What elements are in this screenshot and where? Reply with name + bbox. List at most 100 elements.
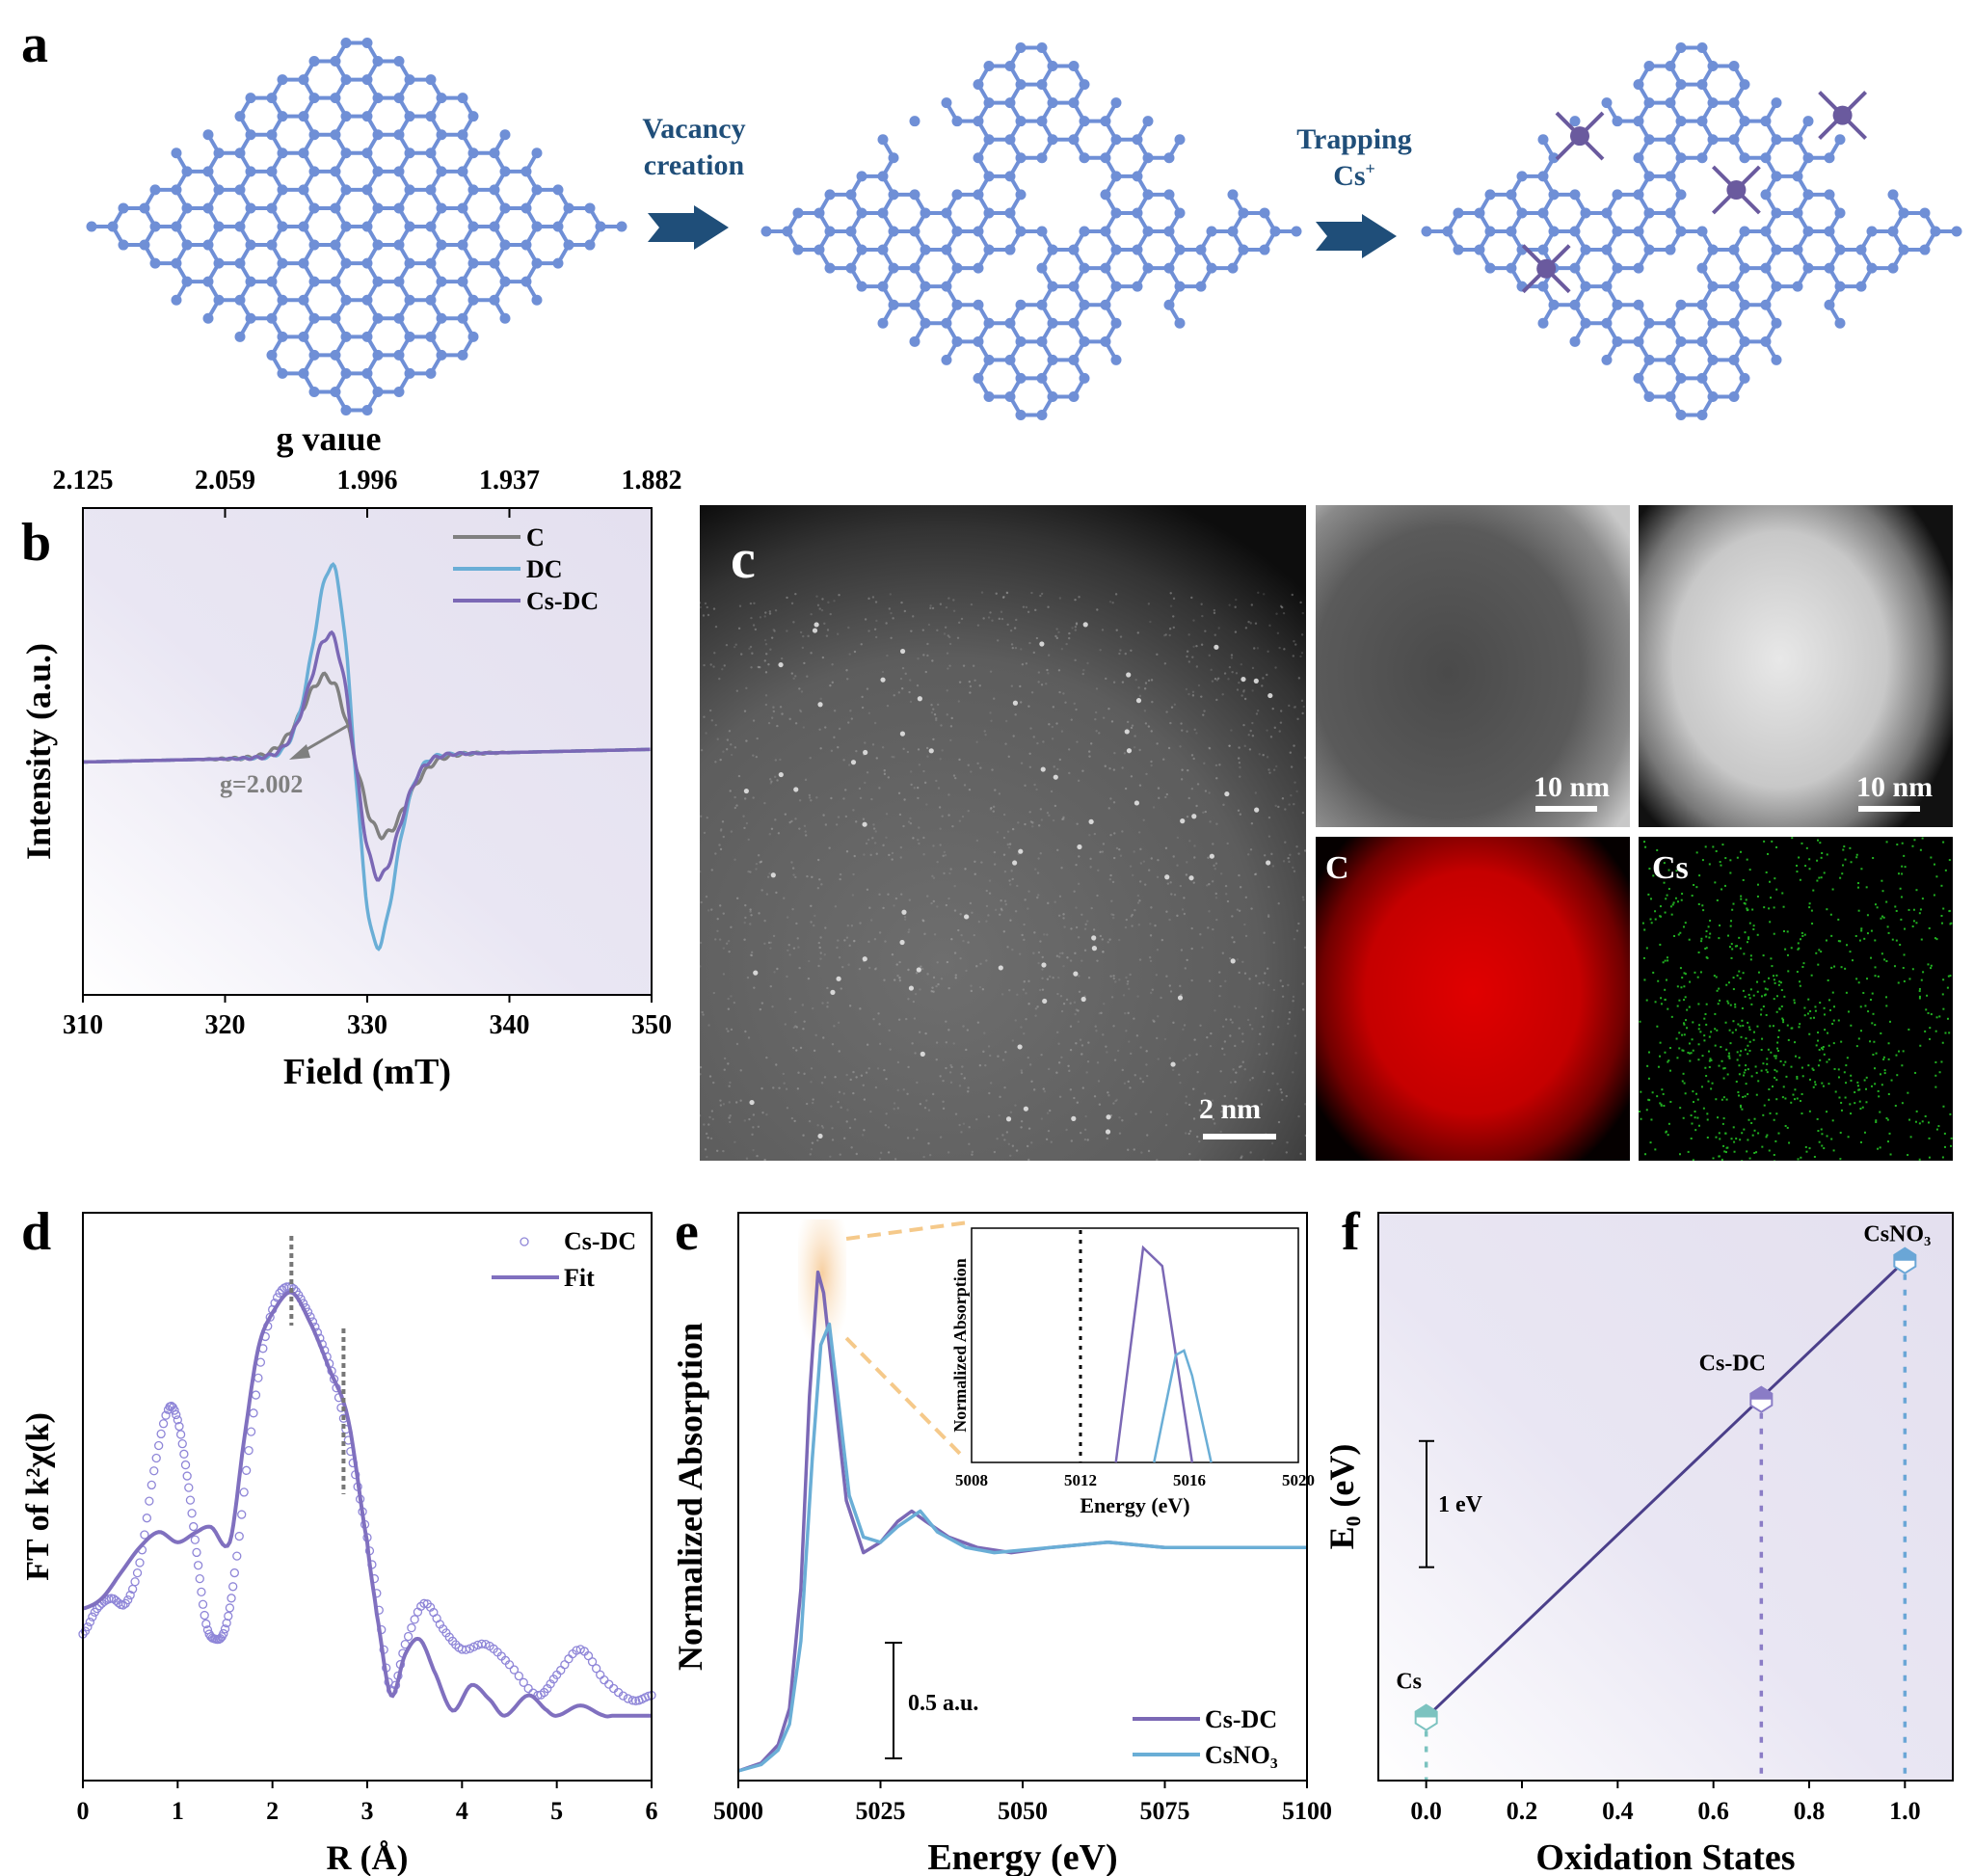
noise-dot — [1180, 722, 1183, 725]
carbon-atom — [1696, 372, 1708, 384]
carbon-atom — [1227, 226, 1239, 237]
noise-dot — [751, 652, 754, 655]
noise-dot — [817, 964, 820, 968]
cs-signal-dot — [1760, 995, 1763, 998]
noise-dot — [1240, 1064, 1242, 1068]
noise-dot — [1250, 822, 1254, 825]
cs-signal-dot — [1709, 920, 1712, 923]
noise-dot — [1188, 1054, 1191, 1057]
cs-signal-dot — [1801, 931, 1803, 934]
cs-signal-dot — [1840, 1109, 1843, 1112]
carbon-atom — [425, 111, 437, 122]
data-point — [519, 1677, 528, 1687]
noise-dot — [1109, 873, 1112, 877]
carbon-atom — [308, 276, 320, 287]
noise-dot — [773, 971, 776, 974]
cs-signal-dot — [1752, 925, 1755, 927]
carbon-atom — [1100, 299, 1111, 310]
single-atom-dot — [1254, 807, 1260, 813]
noise-dot — [803, 824, 807, 828]
carbon-atom — [499, 202, 511, 214]
noise-dot — [947, 634, 949, 637]
noise-dot — [755, 755, 759, 759]
noise-dot — [1187, 1103, 1191, 1107]
cs-signal-dot — [1710, 1087, 1713, 1090]
top-tick-label: 2.125 — [53, 466, 114, 496]
noise-dot — [1257, 591, 1260, 594]
noise-dot — [1259, 1032, 1262, 1035]
noise-dot — [798, 687, 801, 690]
cs-signal-dot — [1871, 992, 1874, 995]
noise-dot — [1244, 627, 1248, 630]
carbon-atom — [856, 281, 867, 292]
carbon-atom — [1015, 226, 1027, 237]
cs-signal-dot — [1811, 923, 1814, 925]
noise-dot — [936, 629, 939, 632]
cs-signal-dot — [1678, 1153, 1681, 1156]
noise-dot — [1077, 1020, 1080, 1024]
top-tick-label: 1.996 — [337, 466, 398, 496]
carbon-atom — [983, 317, 995, 329]
noise-dot — [785, 1087, 788, 1090]
carbon-atom — [298, 184, 309, 196]
cs-signal-dot — [1669, 905, 1672, 908]
carbon-atom — [457, 202, 468, 214]
noise-dot — [1130, 649, 1133, 652]
noise-dot — [1062, 692, 1065, 695]
noise-dot — [810, 612, 813, 616]
carbon-atom — [1015, 79, 1027, 91]
noise-dot — [707, 1123, 710, 1126]
cs-signal-dot — [1924, 1114, 1927, 1117]
noise-dot — [763, 659, 766, 662]
noise-dot — [962, 1122, 966, 1125]
noise-dot — [1110, 913, 1113, 916]
carbon-atom — [1036, 335, 1048, 347]
noise-dot — [1070, 927, 1073, 930]
carbon-atom — [266, 312, 278, 324]
noise-dot — [1274, 804, 1277, 808]
legend-label: Fit — [564, 1264, 595, 1292]
noise-dot — [877, 1012, 880, 1015]
noise-dot — [967, 764, 970, 766]
carbon-atom — [308, 93, 320, 104]
noise-dot — [998, 792, 1001, 795]
data-point — [600, 1675, 609, 1685]
noise-dot — [1192, 1117, 1196, 1120]
noise-dot — [1229, 1018, 1233, 1021]
data-point — [587, 1657, 598, 1667]
cs-signal-dot — [1857, 882, 1860, 885]
carbon-atom — [1580, 281, 1591, 292]
carbon-atom — [1834, 134, 1846, 146]
cs-signal-dot — [1738, 936, 1741, 939]
noise-dot — [797, 1071, 800, 1074]
noise-dot — [1041, 988, 1045, 991]
noise-dot — [1078, 975, 1080, 978]
noise-dot — [1002, 813, 1006, 817]
single-atom-dot — [1164, 874, 1170, 880]
cs-signal-dot — [1946, 986, 1949, 989]
single-atom-dot — [1191, 814, 1197, 819]
cs-signal-dot — [1772, 975, 1774, 978]
noise-dot — [991, 619, 994, 622]
noise-dot — [852, 1091, 855, 1095]
cs-signal-dot — [1715, 1136, 1718, 1139]
carbon-atom — [1951, 226, 1962, 237]
noise-dot — [1198, 1139, 1201, 1143]
cs-signal-dot — [1814, 1009, 1817, 1012]
noise-dot — [918, 1031, 921, 1033]
noise-dot — [922, 853, 925, 856]
noise-dot — [700, 1114, 702, 1117]
noise-dot — [735, 1042, 739, 1046]
noise-dot — [979, 766, 982, 769]
single-atom-dot — [1180, 817, 1186, 824]
carbon-atom — [973, 299, 984, 310]
noise-dot — [819, 936, 822, 939]
cs-signal-dot — [1752, 994, 1755, 997]
noise-dot — [1182, 1028, 1185, 1032]
cs-signal-dot — [1885, 960, 1888, 963]
cs-signal-dot — [1684, 973, 1687, 976]
cs-signal-dot — [1719, 861, 1721, 864]
noise-dot — [820, 1082, 824, 1085]
data-point — [174, 1421, 184, 1432]
carbon-atom — [1227, 189, 1239, 201]
